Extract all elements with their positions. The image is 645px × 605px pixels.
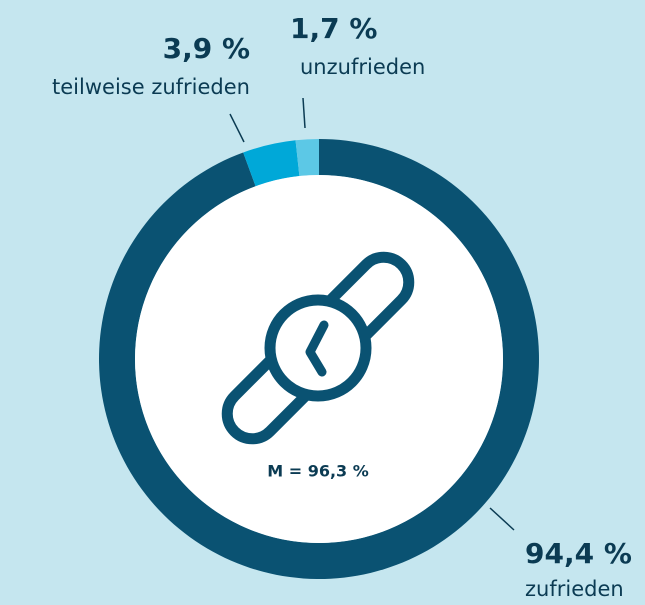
watch-icon — [221, 251, 415, 445]
donut-slice — [243, 140, 300, 187]
leader-line — [489, 507, 515, 531]
donut-slice — [295, 139, 319, 177]
center-annotation: M = 96,3 % — [267, 462, 369, 481]
clock-face — [264, 294, 372, 402]
category-label: zufrieden — [525, 577, 624, 601]
value-label: 94,4 % — [525, 537, 632, 570]
category-label: unzufrieden — [300, 55, 425, 79]
value-label: 3,9 % — [163, 32, 250, 65]
clock-hands — [305, 320, 329, 377]
value-label: 1,7 % — [290, 12, 377, 45]
category-label: teilweise zufrieden — [52, 75, 250, 99]
leader-line — [229, 113, 245, 143]
leader-line — [302, 97, 306, 129]
